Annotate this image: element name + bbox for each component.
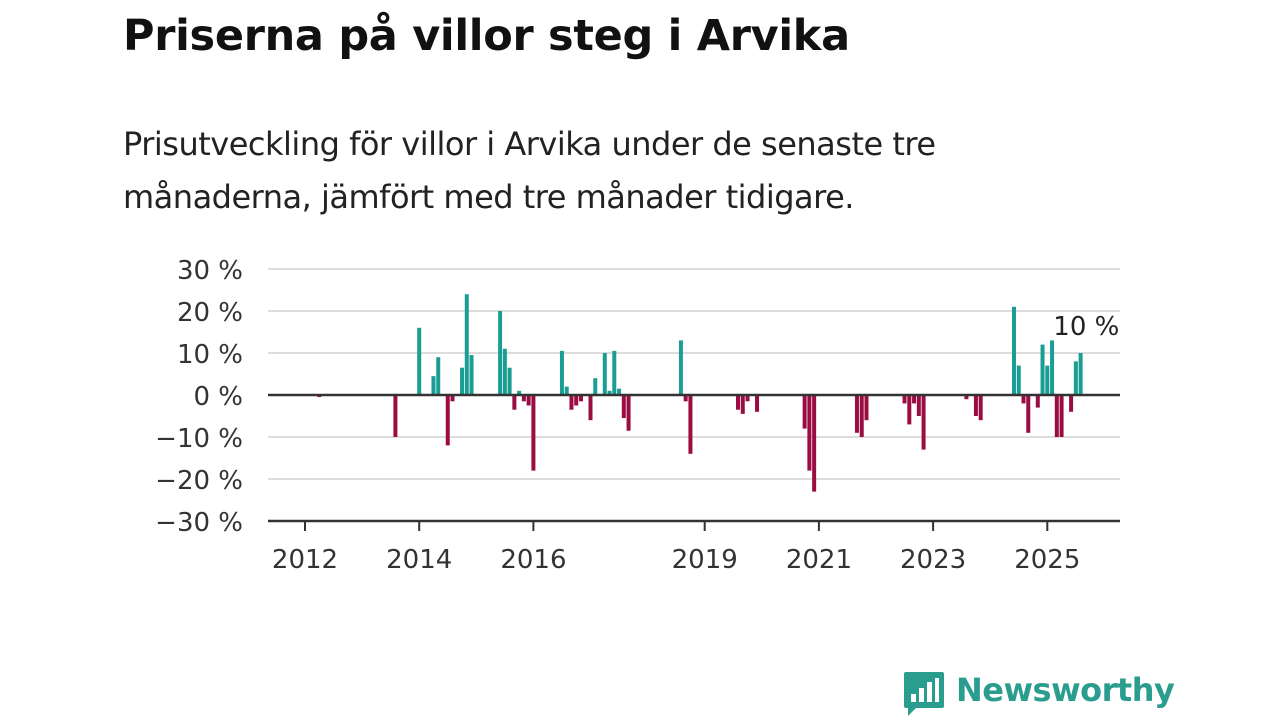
bar-positive (1050, 340, 1055, 395)
bar-positive (517, 390, 522, 395)
newsworthy-logo: Newsworthy (902, 670, 1175, 720)
bar-positive (612, 350, 617, 395)
bar-positive (593, 378, 598, 395)
bar-negative (574, 395, 579, 406)
bar-positive (1016, 365, 1021, 395)
x-tick-label: 2023 (900, 545, 966, 575)
bar-negative (964, 395, 969, 400)
bar-positive (431, 376, 436, 395)
bar-negative (1035, 395, 1040, 408)
bar-negative (854, 395, 859, 433)
bar-negative (569, 395, 574, 410)
bar-negative (578, 395, 583, 402)
x-tick-label: 2025 (1014, 545, 1080, 575)
chart-title: Priserna på villor steg i Arvika (123, 11, 850, 61)
brand-name: Newsworthy (956, 671, 1175, 709)
bar-negative (531, 395, 536, 471)
bar-chart-speech-bubble-icon (904, 672, 944, 716)
bar-negative (812, 395, 817, 492)
bar-negative (807, 395, 812, 471)
x-tick-label: 2016 (500, 545, 566, 575)
bar-negative (626, 395, 631, 431)
bar-negative (1054, 395, 1059, 437)
bar-negative (745, 395, 750, 402)
bar-negative (393, 395, 398, 437)
bar-positive (436, 357, 441, 395)
bar-positive (417, 327, 422, 395)
bar-negative (755, 395, 760, 412)
bar-negative (802, 395, 807, 429)
bar-positive (602, 353, 607, 395)
y-tick-label: 20 % (177, 298, 243, 328)
chart-subtitle: Prisutveckling för villor i Arvika under… (123, 125, 936, 216)
bar-negative (740, 395, 745, 414)
bar-positive (502, 348, 507, 395)
bars (317, 294, 1083, 492)
bar-positive (464, 294, 469, 395)
y-axis-labels: 30 % 20 % 10 % 0 % −10 % −20 % −30 % (155, 256, 243, 538)
x-tick-label: 2019 (672, 545, 738, 575)
bar-negative (1021, 395, 1026, 404)
axes (268, 393, 1120, 531)
bar-positive (507, 367, 512, 395)
bar-positive (1011, 306, 1016, 395)
bar-positive (617, 388, 622, 395)
x-axis-labels: 2012 2014 2016 2019 2021 2023 2025 (272, 545, 1080, 575)
annotations: 10 % (1053, 312, 1119, 342)
gridlines (268, 268, 1120, 480)
bar-negative (521, 395, 526, 402)
bar-positive (1045, 365, 1050, 395)
bar-negative (978, 395, 983, 421)
bar-negative (526, 395, 531, 406)
bar-negative (1069, 395, 1074, 412)
y-tick-label: −20 % (155, 466, 243, 496)
bar-positive (559, 350, 564, 395)
bar-negative (512, 395, 517, 410)
bar-positive (1078, 353, 1083, 395)
bar-positive (607, 390, 612, 395)
bar-positive (469, 355, 474, 395)
bar-negative (912, 395, 917, 404)
bar-negative (864, 395, 869, 421)
bar-positive (1040, 344, 1045, 395)
bar-negative (973, 395, 978, 416)
bar-negative (902, 395, 907, 404)
bar-negative (450, 395, 455, 402)
x-tick-label: 2021 (786, 545, 852, 575)
bar-negative (907, 395, 912, 425)
bar-positive (564, 386, 569, 395)
bar-negative (1059, 395, 1064, 437)
x-tick-label: 2014 (386, 545, 452, 575)
bar-positive (498, 311, 503, 395)
bar-positive (1073, 361, 1078, 395)
bar-negative (683, 395, 688, 402)
y-tick-label: −10 % (155, 424, 243, 454)
bar-negative (916, 395, 921, 416)
bar-negative (736, 395, 741, 410)
last-value-label: 10 % (1053, 312, 1119, 342)
bar-negative (921, 395, 926, 450)
y-tick-label: 0 % (193, 382, 243, 412)
y-tick-label: 30 % (177, 256, 243, 286)
bar-negative (445, 395, 450, 446)
y-tick-label: −30 % (155, 508, 243, 538)
bar-negative (588, 395, 593, 421)
bar-positive (678, 340, 683, 395)
bar-negative (688, 395, 693, 454)
bar-negative (1026, 395, 1031, 433)
bar-negative (859, 395, 864, 437)
y-tick-label: 10 % (177, 340, 243, 370)
x-tick-label: 2012 (272, 545, 338, 575)
bar-negative (621, 395, 626, 419)
bar-positive (460, 367, 465, 395)
